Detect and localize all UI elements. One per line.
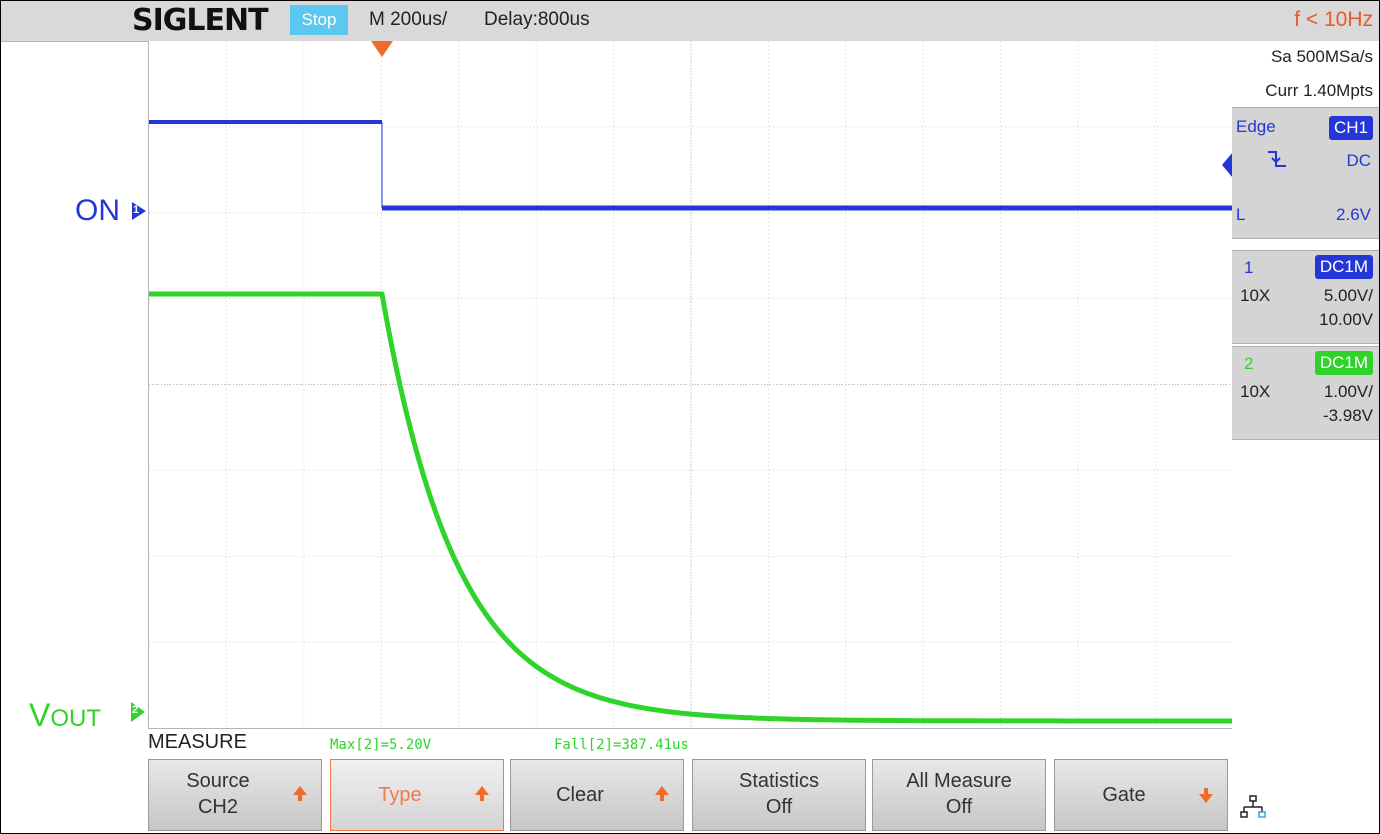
- run-status-badge[interactable]: Stop: [290, 5, 348, 35]
- ch2-offset-marker[interactable]: 2: [131, 702, 145, 722]
- source-softkey-line1: Source: [186, 770, 250, 792]
- ch2-marker-number: 2: [132, 704, 139, 716]
- source-softkey-label: Source CH2: [149, 768, 287, 820]
- ch2-name-main: V: [29, 697, 51, 733]
- type-softkey-label: Type: [378, 784, 422, 806]
- statistics-softkey-line1: Statistics: [738, 770, 820, 792]
- ch1-marker-number: 1: [133, 204, 140, 216]
- top-status-bar: SIGLENT Stop M 200us/ Delay:800us f < 10…: [1, 1, 1379, 42]
- trigger-level-value: 2.6V: [1336, 205, 1371, 224]
- network-icon: [1240, 795, 1266, 818]
- trigger-position-marker: [371, 41, 393, 57]
- ch2-scale: 1.00V/: [1323, 382, 1373, 401]
- measurement-bar: MEASURE Max[2]=5.20V Fall[2]=387.41us: [148, 729, 1228, 759]
- source-softkey-line2: CH2: [197, 796, 238, 818]
- measure-fall-value: Fall[2]=387.41us: [554, 737, 689, 753]
- statistics-softkey-label: Statistics Off: [693, 768, 865, 820]
- ch2-number: 2: [1244, 354, 1254, 373]
- arrow-up-icon: [293, 786, 307, 801]
- statistics-softkey[interactable]: Statistics Off: [692, 759, 866, 831]
- ch1-name-label: ON: [75, 194, 120, 227]
- memory-depth-text: Curr 1.40Mpts: [1265, 81, 1373, 100]
- ch2-info-box[interactable]: 2 DC1M 10X 1.00V/ -3.98V: [1232, 346, 1379, 440]
- clear-softkey[interactable]: Clear: [510, 759, 684, 831]
- right-info-panel: Sa 500MSa/s Curr 1.40Mpts Edge CH1 DC L …: [1232, 41, 1379, 761]
- ch1-offset: 10.00V: [1319, 310, 1373, 329]
- statistics-softkey-line2: Off: [765, 796, 793, 818]
- waveform-canvas: [149, 41, 1233, 728]
- ch2-trace: [149, 291, 1233, 724]
- trigger-coupling: DC: [1346, 151, 1371, 170]
- trigger-level-label: L: [1236, 205, 1246, 224]
- gate-softkey-label: Gate: [1102, 784, 1146, 806]
- measure-menu-title: MEASURE: [148, 731, 247, 753]
- gate-softkey[interactable]: Gate: [1054, 759, 1228, 831]
- ch2-coupling-tag: DC1M: [1314, 351, 1373, 375]
- ch2-name-label: VOUT: [29, 698, 101, 736]
- sample-rate-text: Sa 500MSa/s: [1270, 47, 1373, 66]
- arrow-up-icon: [655, 786, 669, 801]
- delay-readout[interactable]: Delay:800us: [484, 9, 590, 30]
- ch1-coupling-tag: DC1M: [1314, 255, 1373, 279]
- all-measure-softkey-line2: Off: [945, 796, 973, 818]
- ch1-number: 1: [1244, 258, 1254, 277]
- softkey-bar: Source CH2 Type Clear Statistics Off All M…: [148, 759, 1379, 833]
- waveform-display[interactable]: [148, 41, 1234, 729]
- source-softkey[interactable]: Source CH2: [148, 759, 322, 831]
- ch1-info-box[interactable]: 1 DC1M 10X 5.00V/ 10.00V: [1232, 250, 1379, 344]
- ch2-name-sub: OUT: [50, 705, 102, 732]
- brand-logo: SIGLENT: [132, 3, 269, 38]
- trigger-info-box[interactable]: Edge CH1 DC L 2.6V: [1232, 107, 1379, 239]
- all-measure-softkey-line1: All Measure: [906, 770, 1012, 792]
- trigger-level-marker: [1222, 152, 1233, 178]
- ch2-probe: 10X: [1240, 382, 1271, 401]
- measure-max-value: Max[2]=5.20V: [330, 737, 432, 753]
- all-measure-softkey[interactable]: All Measure Off: [872, 759, 1046, 831]
- ch1-offset-marker[interactable]: 1: [132, 202, 146, 220]
- ch2-offset: -3.98V: [1322, 406, 1373, 425]
- all-measure-softkey-label: All Measure Off: [873, 768, 1045, 820]
- timebase-readout[interactable]: M 200us/: [369, 9, 448, 30]
- falling-edge-icon: [1268, 151, 1286, 167]
- ch1-scale: 5.00V/: [1323, 286, 1373, 305]
- arrow-up-icon: [475, 786, 489, 801]
- type-softkey[interactable]: Type: [330, 759, 504, 831]
- ch1-probe: 10X: [1240, 286, 1271, 305]
- trigger-source-tag: CH1: [1328, 116, 1373, 140]
- clear-softkey-label: Clear: [556, 784, 604, 806]
- arrow-down-icon: [1199, 788, 1213, 803]
- frequency-counter: f < 10Hz: [1294, 8, 1373, 31]
- trigger-type: Edge: [1236, 117, 1276, 136]
